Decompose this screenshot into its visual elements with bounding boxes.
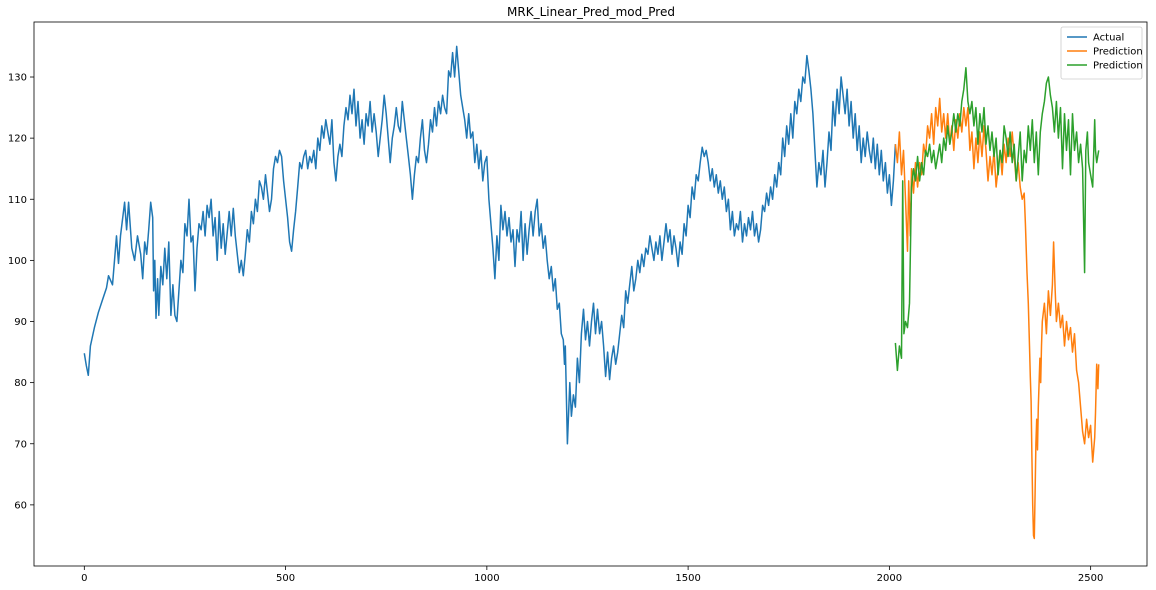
x-tick-label: 1500 xyxy=(675,573,700,584)
y-tick-label: 110 xyxy=(8,195,27,206)
y-axis-ticks: 60 70 80 90 100 110 120 130 xyxy=(8,73,34,511)
x-tick-label: 2000 xyxy=(877,573,902,584)
x-tick-label: 500 xyxy=(276,573,295,584)
chart-title: MRK_Linear_Pred_mod_Pred xyxy=(507,5,675,19)
y-tick-label: 120 xyxy=(8,134,27,145)
x-axis-ticks: 0 500 1000 1500 2000 2500 xyxy=(81,566,1103,584)
series-line-1 xyxy=(894,97,1100,540)
legend-box xyxy=(1060,26,1143,80)
y-tick-label: 90 xyxy=(14,317,27,328)
x-tick-label: 1000 xyxy=(474,573,499,584)
y-tick-label: 70 xyxy=(14,439,27,450)
y-tick-label: 100 xyxy=(8,256,27,267)
plot-frame xyxy=(33,21,1148,567)
y-tick-label: 60 xyxy=(14,500,27,511)
legend-label-2: Prediction xyxy=(1093,61,1143,72)
x-tick-label: 0 xyxy=(81,573,87,584)
series-line-0 xyxy=(83,45,897,445)
legend-label-0: Actual xyxy=(1093,33,1124,44)
legend: Actual Prediction Prediction xyxy=(1060,26,1143,80)
legend-label-1: Prediction xyxy=(1093,47,1143,58)
y-tick-label: 130 xyxy=(8,73,27,84)
x-tick-label: 2500 xyxy=(1078,573,1103,584)
series-line-2 xyxy=(894,67,1100,372)
y-tick-label: 80 xyxy=(14,378,27,389)
series-layer xyxy=(83,45,1100,540)
